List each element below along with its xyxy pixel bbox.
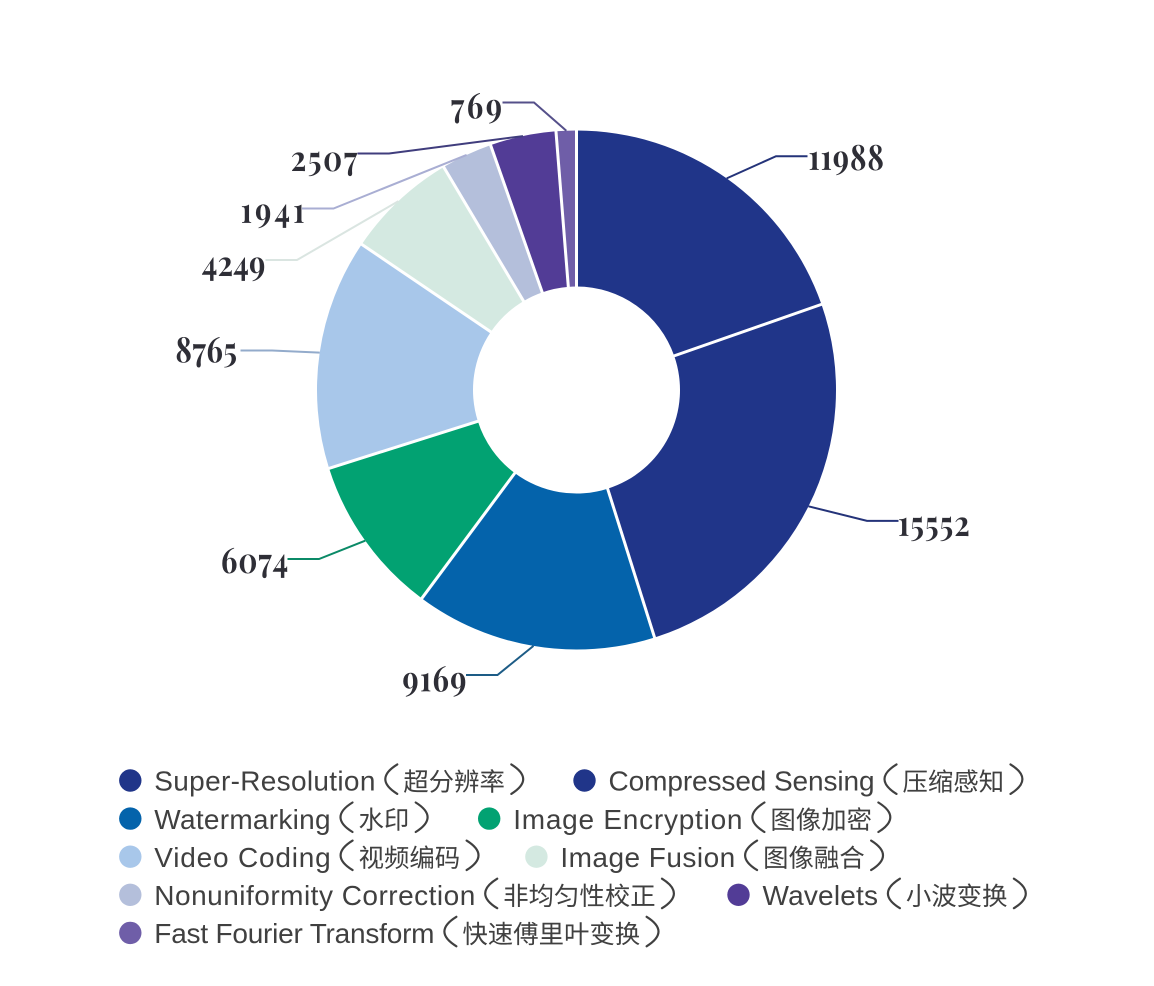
svg-text:Nonuniformity Correction: Nonuniformity Correction <box>154 880 475 911</box>
svg-text:Image Fusion: Image Fusion <box>560 842 735 873</box>
svg-text:Fast Fourier Transform: Fast Fourier Transform <box>154 918 434 949</box>
svg-text:Video Coding: Video Coding <box>154 842 330 873</box>
svg-text:Watermarking: Watermarking <box>154 804 330 835</box>
svg-text:Compressed Sensing: Compressed Sensing <box>609 766 875 797</box>
svg-text:Wavelets: Wavelets <box>763 880 879 911</box>
svg-text:Image Encryption: Image Encryption <box>513 804 742 835</box>
svg-text:Super-Resolution: Super-Resolution <box>154 766 375 797</box>
